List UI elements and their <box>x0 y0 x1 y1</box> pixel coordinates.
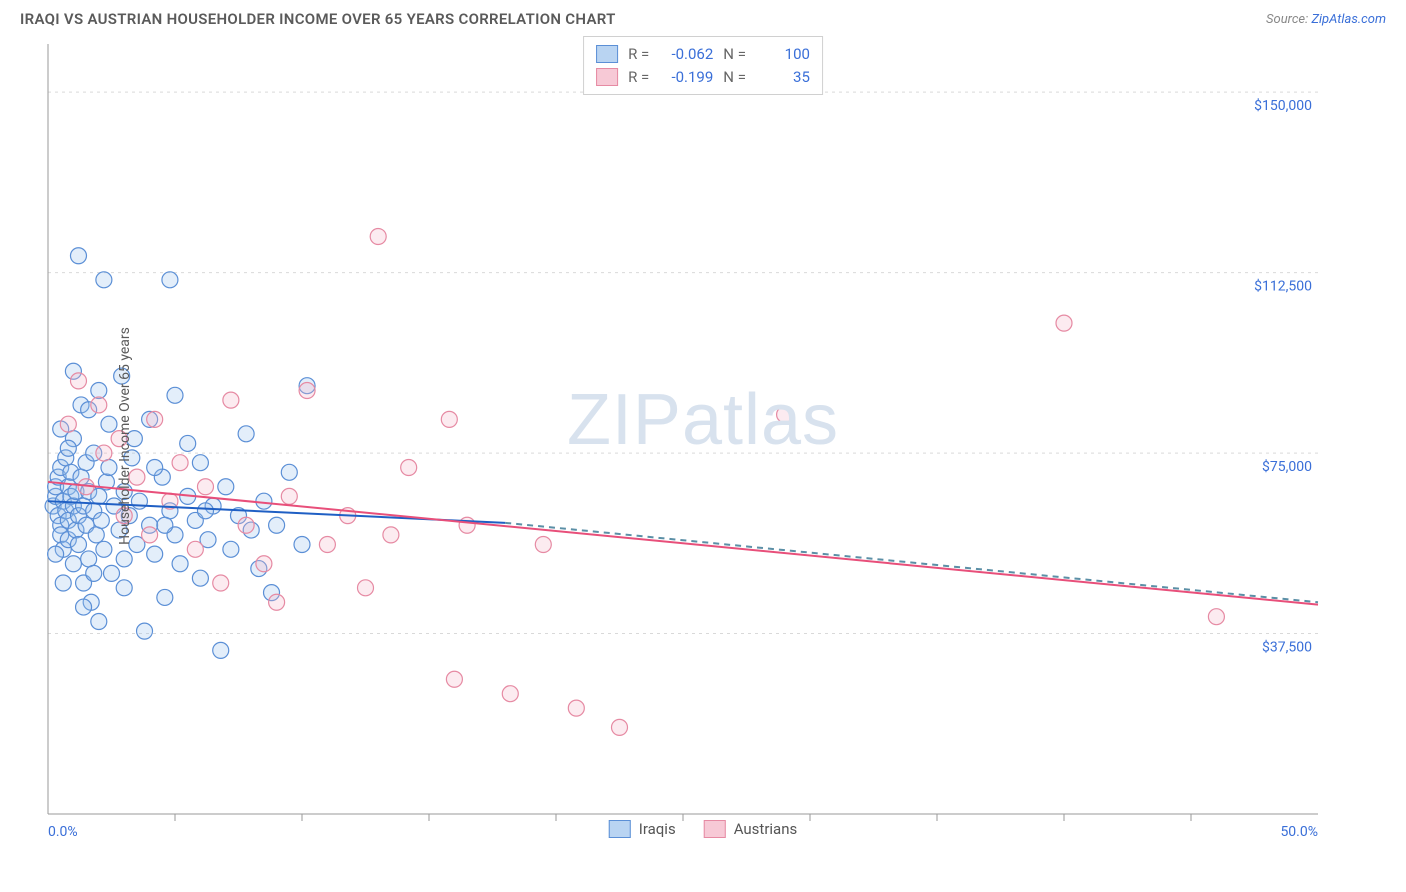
svg-text:0.0%: 0.0% <box>48 824 78 836</box>
header: IRAQI VS AUSTRIAN HOUSEHOLDER INCOME OVE… <box>0 0 1406 36</box>
source-prefix: Source: <box>1266 12 1311 27</box>
r-value: -0.062 <box>659 43 713 66</box>
svg-text:$75,000: $75,000 <box>1262 458 1312 475</box>
chart-title: IRAQI VS AUSTRIAN HOUSEHOLDER INCOME OVE… <box>20 10 616 28</box>
swatch-icon <box>596 45 618 63</box>
chart-area: Householder Income Over 65 years 0.0% 50.… <box>20 36 1386 836</box>
scatter-chart: 0.0% 50.0% $37,500 $75,000 $112,500 $150,000 <box>20 36 1330 836</box>
correlation-legend: R = -0.062 N = 100 R = -0.199 N = 35 <box>583 36 823 95</box>
correlation-row: R = -0.062 N = 100 <box>596 43 810 66</box>
n-label: N = <box>723 43 746 66</box>
n-value: 100 <box>756 43 810 66</box>
legend-item: Austrians <box>704 820 798 838</box>
legend-label: Austrians <box>734 820 798 838</box>
n-value: 35 <box>756 66 810 89</box>
y-axis-label: Householder Income Over 65 years <box>117 327 133 545</box>
r-label: R = <box>628 43 649 66</box>
legend-label: Iraqis <box>639 820 676 838</box>
swatch-icon <box>609 820 631 838</box>
legend-item: Iraqis <box>609 820 676 838</box>
swatch-icon <box>596 68 618 86</box>
swatch-icon <box>704 820 726 838</box>
svg-text:$37,500: $37,500 <box>1262 639 1312 656</box>
svg-text:50.0%: 50.0% <box>1280 824 1318 836</box>
r-label: R = <box>628 66 649 89</box>
svg-text:$112,500: $112,500 <box>1254 278 1312 295</box>
svg-text:$150,000: $150,000 <box>1254 97 1312 114</box>
correlation-row: R = -0.199 N = 35 <box>596 66 810 89</box>
n-label: N = <box>723 66 746 89</box>
series-legend: Iraqis Austrians <box>609 820 798 838</box>
source-attribution: Source: ZipAtlas.com <box>1266 12 1386 27</box>
source-link[interactable]: ZipAtlas.com <box>1311 12 1386 27</box>
r-value: -0.199 <box>659 66 713 89</box>
